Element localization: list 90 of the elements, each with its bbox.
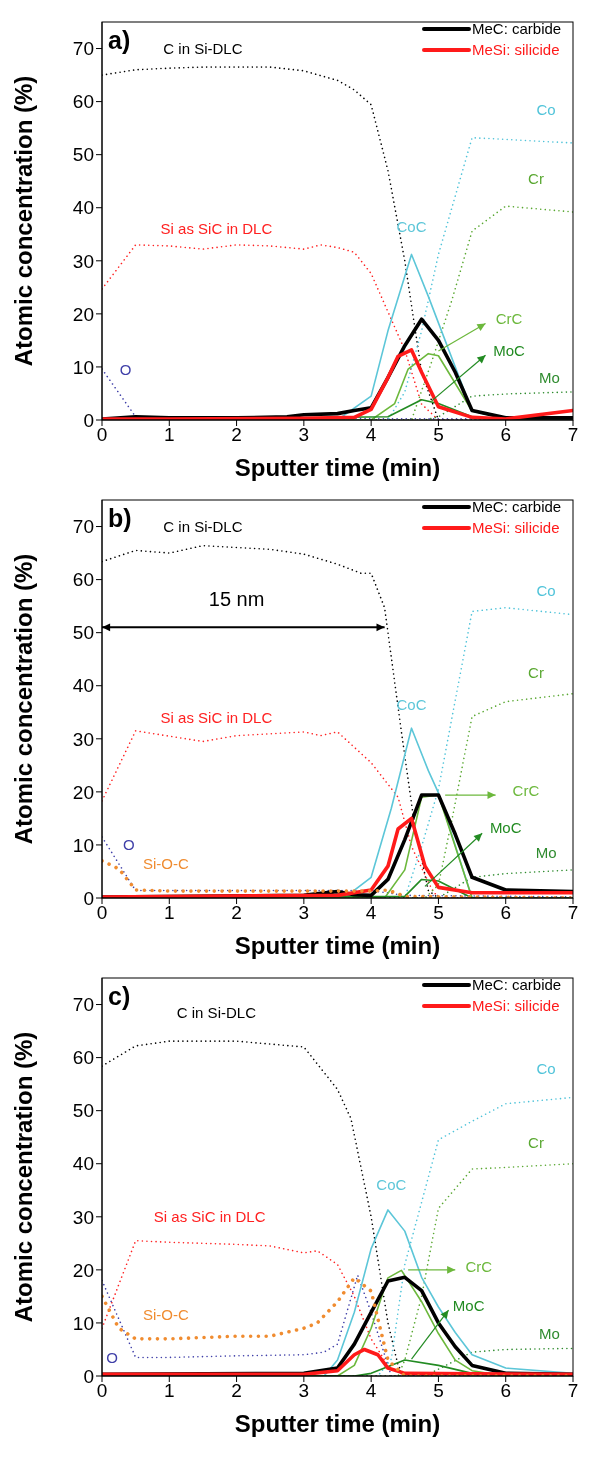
y-tick-label: 50 [72, 622, 94, 644]
y-tick-label: 50 [72, 1100, 94, 1122]
y-tick-label: 70 [72, 994, 94, 1016]
y-tick-label: 0 [83, 1365, 94, 1387]
chart-title: a) [108, 26, 131, 54]
x-axis-title: Sputter time (min) [234, 1410, 441, 1437]
series-label: CoC [376, 1176, 407, 1194]
y-tick-label: 30 [72, 728, 94, 750]
x-tick-label: 7 [567, 424, 579, 446]
y-axis-title: Atomic concentration (%) [10, 553, 37, 845]
legend-label: MoC [489, 819, 522, 837]
x-tick-label: 1 [164, 424, 175, 446]
y-tick-label: 60 [72, 569, 94, 591]
series-label: Cr [528, 169, 544, 187]
x-tick-label: 7 [567, 902, 579, 924]
y-axis-title: Atomic concentration (%) [10, 75, 37, 367]
x-tick-label: 2 [231, 902, 242, 924]
y-tick-label: 60 [72, 1047, 94, 1069]
y-tick-label: 60 [72, 91, 94, 113]
legend-label: CrC [495, 310, 523, 328]
x-tick-label: 6 [500, 424, 511, 446]
y-tick-label: 70 [72, 516, 94, 538]
series-label: Si as SiC in DLC [153, 1208, 266, 1226]
series-label: Mo [535, 844, 557, 862]
legend-label: MoC [493, 342, 526, 360]
legend-label: MeC: carbide [472, 498, 562, 515]
chart-title: b) [108, 504, 132, 532]
series-label: C in Si-DLC [163, 517, 243, 535]
chart-title: c) [108, 982, 131, 1010]
series-label: CoC [396, 217, 427, 235]
x-tick-label: 3 [298, 902, 310, 924]
x-tick-label: 1 [164, 1380, 175, 1402]
x-tick-label: 6 [500, 902, 511, 924]
x-tick-label: 5 [433, 1380, 444, 1402]
x-axis-title: Sputter time (min) [234, 932, 441, 959]
legend-label: CrC [512, 782, 540, 800]
y-tick-label: 40 [72, 675, 94, 697]
series-label: Cr [528, 663, 544, 681]
y-tick-label: 0 [83, 409, 94, 431]
y-tick-label: 20 [72, 303, 94, 325]
y-tick-label: 20 [72, 781, 94, 803]
legend-label: MeC: carbide [472, 976, 562, 993]
legend-label: CrC [465, 1257, 493, 1275]
x-tick-label: 3 [298, 1380, 310, 1402]
series-label: O [106, 1348, 118, 1366]
x-tick-label: 3 [298, 424, 310, 446]
legend-label: MoC [452, 1297, 485, 1315]
x-tick-label: 4 [365, 424, 377, 446]
series-label: Co [536, 100, 556, 118]
y-tick-label: 20 [72, 1259, 94, 1281]
x-tick-label: 4 [365, 902, 377, 924]
y-tick-label: 40 [72, 1153, 94, 1175]
series-label: Si-O-C [143, 1306, 189, 1324]
legend-label: MeSi: silicide [472, 997, 560, 1014]
y-tick-label: 30 [72, 250, 94, 272]
series-label: Co [536, 1059, 556, 1077]
x-tick-label: 6 [500, 1380, 511, 1402]
x-tick-label: 5 [433, 902, 444, 924]
series-label: Mo [539, 1324, 560, 1342]
x-tick-label: 4 [365, 1380, 377, 1402]
x-tick-label: 5 [433, 424, 444, 446]
y-tick-label: 40 [72, 197, 94, 219]
series-label: Co [536, 581, 556, 599]
x-axis-title: Sputter time (min) [234, 454, 441, 481]
series-label: C in Si-DLC [176, 1003, 257, 1021]
legend-label: MeSi: silicide [472, 519, 560, 536]
y-tick-label: 10 [72, 1312, 94, 1334]
series-label: C in Si-DLC [163, 39, 243, 57]
legend-label: MeSi: silicide [472, 41, 560, 58]
series-label: O [119, 360, 132, 378]
series-label: Mo [539, 368, 560, 386]
x-tick-label: 1 [164, 902, 175, 924]
x-tick-label: 2 [231, 424, 242, 446]
series-label: CoC [396, 695, 427, 713]
y-tick-label: 70 [72, 38, 94, 60]
y-tick-label: 10 [72, 834, 94, 856]
y-axis-title: Atomic concentration (%) [10, 1031, 37, 1323]
y-tick-label: 0 [83, 887, 94, 909]
series-label: Si as SiC in DLC [160, 708, 273, 726]
series-label: O [123, 836, 135, 854]
series-label: Cr [528, 1133, 544, 1151]
series-label: Si as SiC in DLC [160, 220, 273, 238]
y-tick-label: 10 [72, 356, 94, 378]
y-tick-label: 50 [72, 144, 94, 166]
legend-label: MeC: carbide [472, 20, 562, 37]
x-tick-label: 7 [567, 1380, 579, 1402]
y-tick-label: 30 [72, 1206, 94, 1228]
series-label: Si-O-C [143, 854, 189, 872]
x-tick-label: 2 [231, 1380, 242, 1402]
annotation: 15 nm [208, 588, 265, 611]
